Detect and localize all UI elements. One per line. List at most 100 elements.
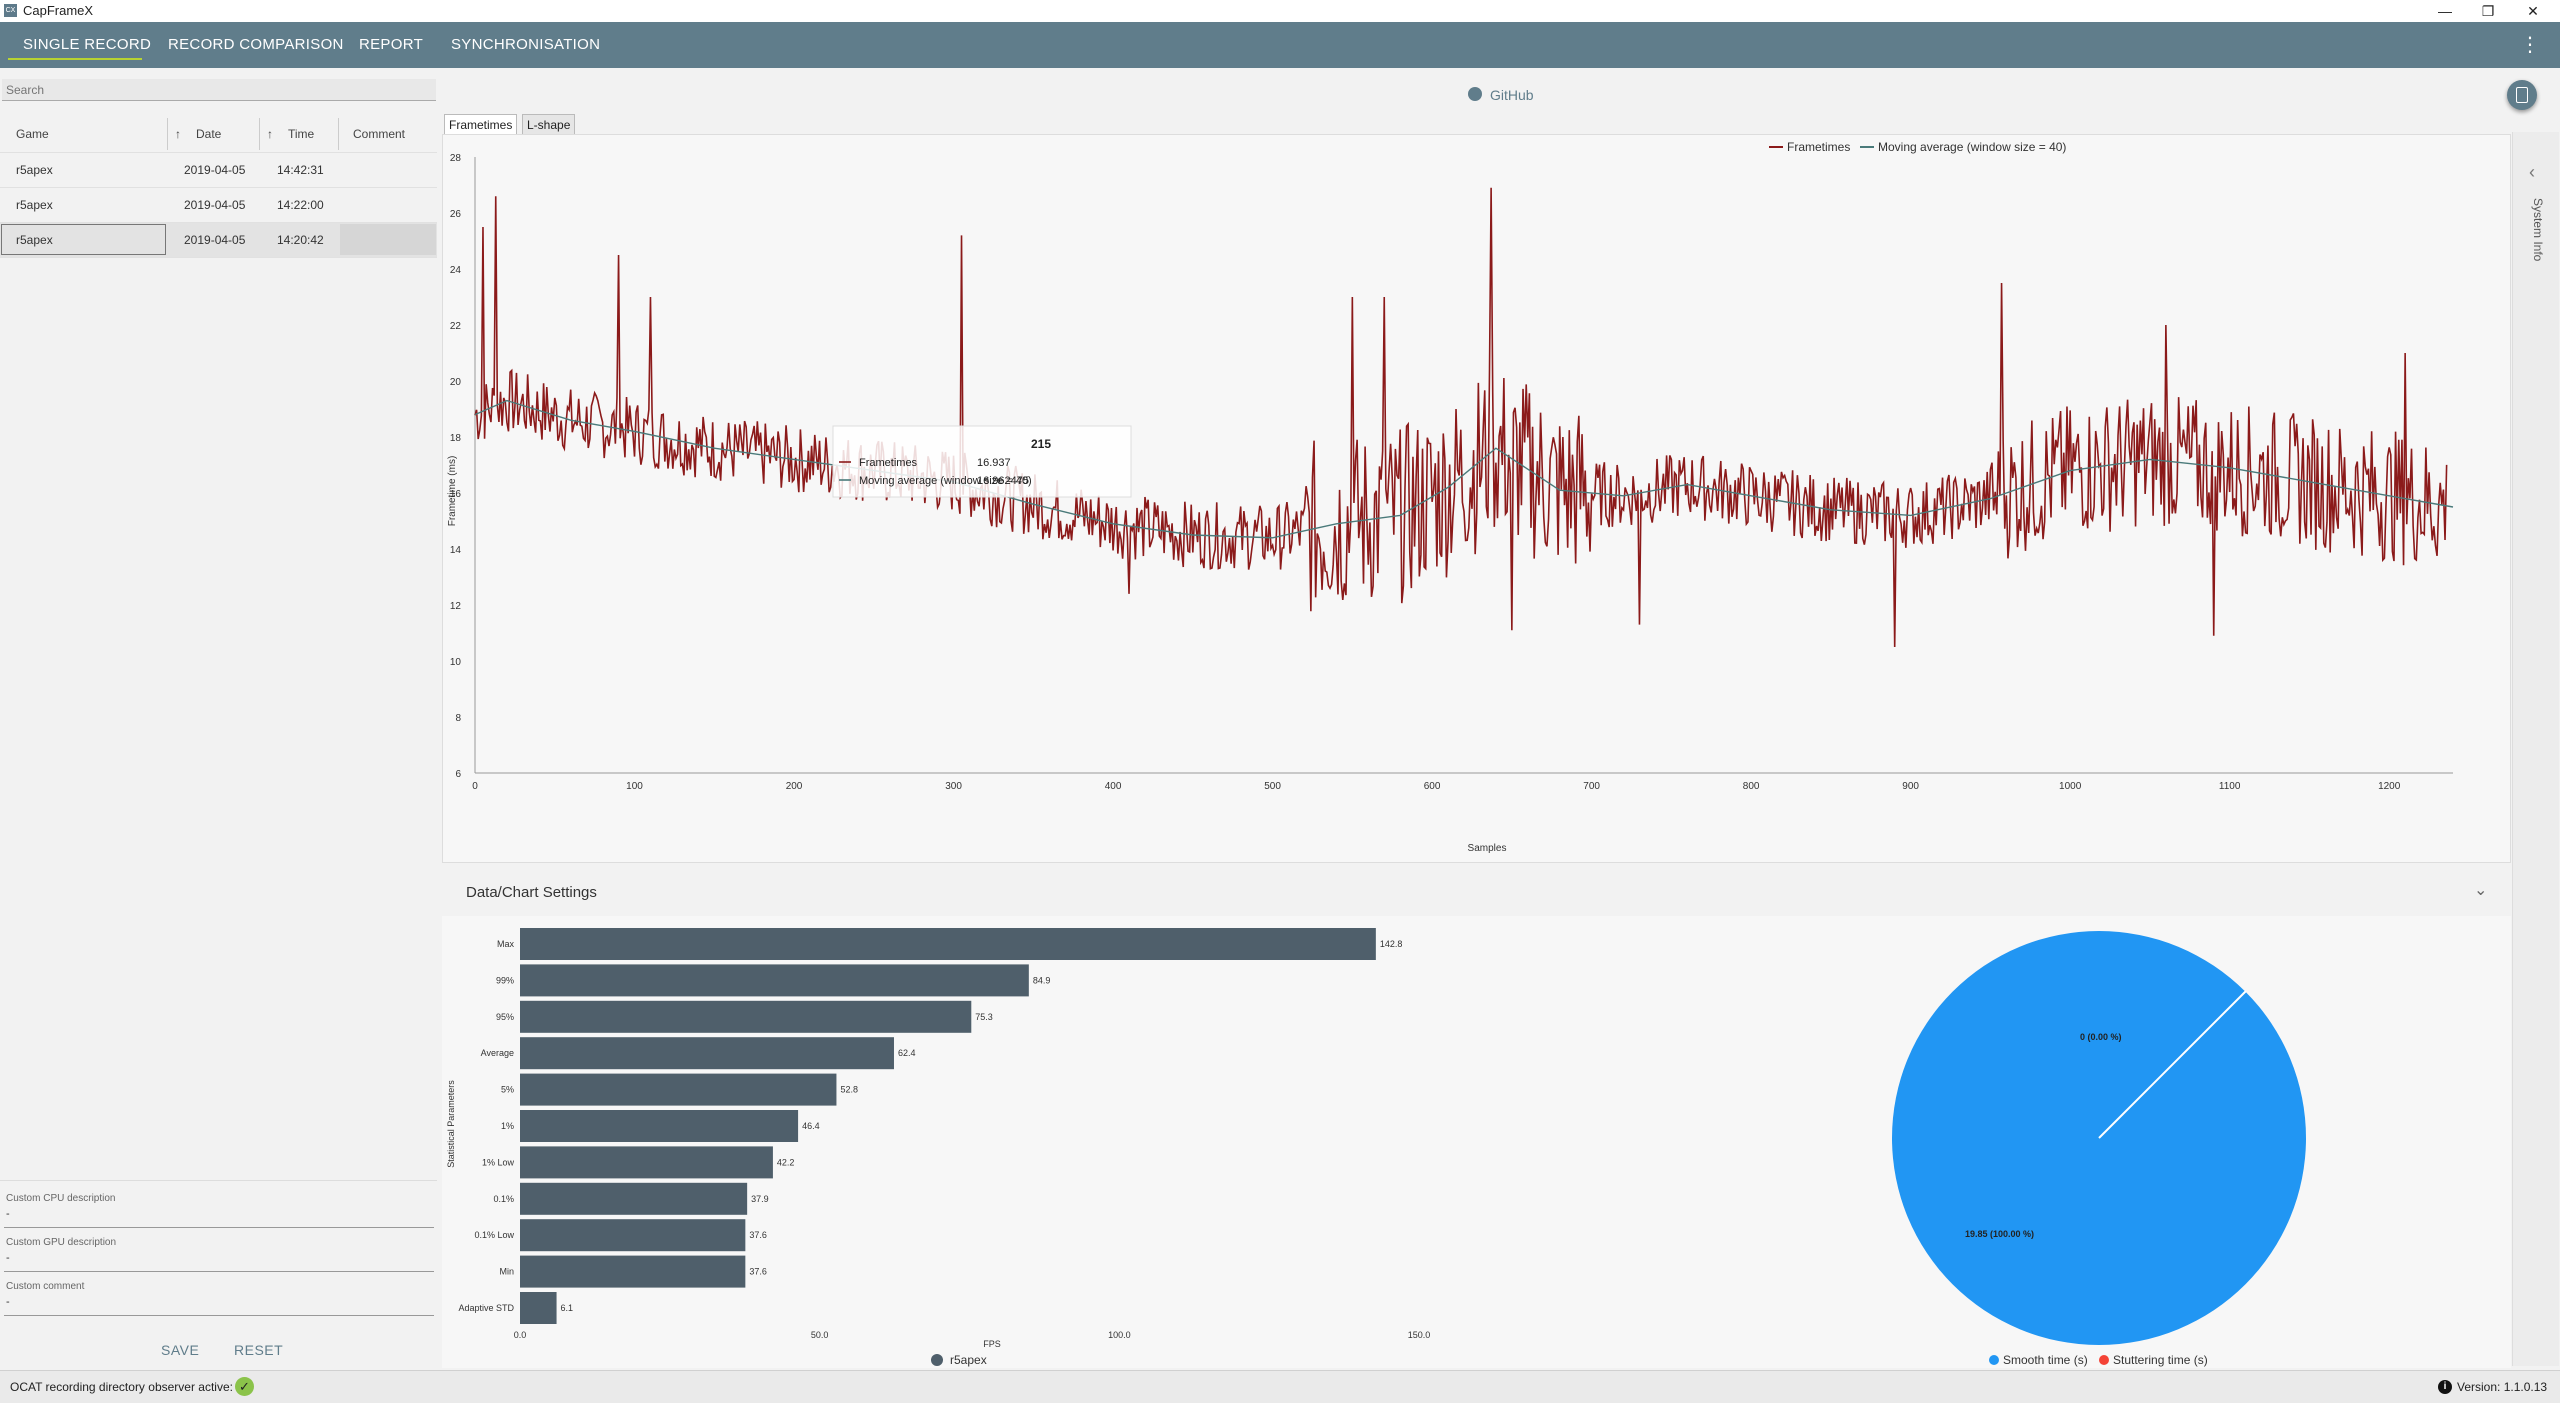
y-tick-label: 20	[450, 377, 462, 388]
x-tick-label: 300	[945, 781, 962, 792]
bar	[520, 1219, 746, 1252]
bar	[520, 964, 1029, 997]
x-tick-label: 1100	[2219, 781, 2241, 792]
legend-r5apex: r5apex	[950, 1353, 987, 1367]
table-row[interactable]: r5apex 2019-04-05 14:42:31	[0, 153, 437, 187]
bar	[520, 1146, 773, 1179]
pie-label-smooth: 19.85 (100.00 %)	[1965, 1229, 2034, 1239]
y-tick-label: 6	[455, 769, 461, 780]
tab-frametimes[interactable]: Frametimes	[444, 114, 518, 136]
bar-category-label: Min	[499, 1267, 514, 1277]
app-logo-icon: CX	[4, 4, 17, 17]
column-divider	[167, 118, 168, 150]
custom-comment-field[interactable]: -	[6, 1296, 10, 1308]
tab-l-shape[interactable]: L-shape	[522, 114, 576, 136]
column-header-game[interactable]: Game	[16, 127, 49, 141]
github-link[interactable]: GitHub	[1490, 87, 1534, 103]
series-frametimes	[474, 187, 2448, 648]
bar	[520, 1182, 748, 1215]
cell-date: 2019-04-05	[184, 198, 246, 212]
field-underline	[4, 1315, 434, 1316]
close-icon[interactable]: ✕	[2527, 3, 2539, 19]
info-icon[interactable]: i	[2438, 1380, 2452, 1394]
main-nav: SINGLE RECORD RECORD COMPARISON REPORT S…	[0, 22, 2560, 68]
bar-value-label: 75.3	[975, 1012, 993, 1022]
gpu-description-label: Custom GPU description	[6, 1237, 117, 1248]
pie-label-stuttering: 0 (0.00 %)	[2080, 1032, 2122, 1042]
status-bar: OCAT recording directory observer active…	[0, 1370, 2560, 1403]
gpu-description-field[interactable]: -	[6, 1252, 10, 1264]
settings-title: Data/Chart Settings	[466, 884, 597, 901]
version-label: Version: 1.1.0.13	[2457, 1380, 2548, 1394]
bar-value-label: 62.4	[898, 1048, 916, 1058]
tab-synchronisation[interactable]: SYNCHRONISATION	[451, 36, 601, 53]
column-header-time[interactable]: Time	[288, 127, 315, 141]
y-tick-label: 12	[450, 601, 462, 612]
cpu-description-label: Custom CPU description	[6, 1193, 116, 1204]
tab-report[interactable]: REPORT	[359, 36, 424, 53]
save-button[interactable]: SAVE	[161, 1342, 200, 1358]
custom-comment-label: Custom comment	[6, 1281, 85, 1292]
bar-category-label: 99%	[496, 975, 514, 985]
table-row[interactable]: r5apex 2019-04-05 14:22:00	[0, 188, 437, 222]
legend-frametimes: Frametimes	[1787, 140, 1850, 154]
restore-icon[interactable]: ❐	[2481, 3, 2495, 19]
y-tick-label: 26	[450, 209, 462, 220]
cell-time: 14:42:31	[277, 163, 324, 177]
clipboard-icon	[2516, 87, 2528, 103]
chevron-down-icon[interactable]: ⌄	[2474, 882, 2488, 899]
tab-single-record[interactable]: SINGLE RECORD	[23, 36, 152, 53]
bar	[520, 1110, 799, 1142]
search-input[interactable]	[2, 79, 436, 101]
data-chart-settings-expander[interactable]: Data/Chart Settings ⌄	[442, 872, 2511, 912]
reset-button[interactable]: RESET	[234, 1342, 284, 1358]
x-axis-label: Samples	[1468, 843, 1507, 854]
screenshot-button[interactable]	[2507, 80, 2537, 110]
x-tick-label: 0	[472, 781, 478, 792]
tab-record-comparison[interactable]: RECORD COMPARISON	[168, 36, 344, 53]
system-info-drawer[interactable]: ‹ System Info	[2512, 132, 2559, 1366]
bar-value-label: 37.6	[749, 1267, 767, 1277]
bar-x-tick-label: 150.0	[1408, 1330, 1431, 1340]
bar-value-label: 6.1	[561, 1303, 574, 1313]
observer-status-text: OCAT recording directory observer active…	[10, 1380, 233, 1394]
stutter-pie-chart[interactable]: 0 (0.00 %) 19.85 (100.00 %) Smooth time …	[1542, 916, 2502, 1368]
bar-category-label: 1% Low	[482, 1157, 515, 1167]
bar-category-label: 95%	[496, 1012, 514, 1022]
tooltip-label-frametimes: Frametimes	[859, 457, 918, 469]
table-row-selected[interactable]: r5apex 2019-04-05 14:20:42	[0, 223, 437, 257]
bar	[520, 928, 1376, 960]
bar-value-label: 52.8	[840, 1085, 858, 1095]
statistics-bar-chart[interactable]: Max 142.8 99% 84.9 95% 75.3 Average 62.4 5% 52.8 1…	[442, 916, 1542, 1368]
table-header-divider	[0, 152, 437, 153]
selected-cell-outline	[1, 224, 166, 255]
cpu-description-field[interactable]: -	[6, 1208, 10, 1220]
chart-legend: Frametimes Moving average (window size =…	[1769, 140, 2066, 154]
x-tick-label: 500	[1264, 781, 1281, 792]
minimize-icon[interactable]: —	[2438, 3, 2452, 19]
chevron-left-icon[interactable]: ‹	[2529, 162, 2535, 182]
custom-divider	[0, 1180, 437, 1181]
bar-category-label: Average	[481, 1048, 514, 1058]
bar-category-label: 0.1% Low	[474, 1230, 514, 1240]
legend-moving-average: Moving average (window size = 40)	[1878, 140, 2066, 154]
bar-category-label: 1%	[501, 1121, 514, 1131]
column-header-comment[interactable]: Comment	[353, 127, 406, 141]
x-tick-label: 1000	[2059, 781, 2082, 792]
check-icon: ✓	[235, 1377, 254, 1396]
column-header-date[interactable]: Date	[196, 127, 222, 141]
x-tick-label: 400	[1105, 781, 1122, 792]
frametime-chart[interactable]: 6 8 10 12 14 16 18 20 22 24 26 28 0 100 200 300 400 500 60…	[443, 135, 2510, 862]
y-tick-label: 24	[450, 265, 462, 276]
bar-value-label: 42.2	[777, 1157, 795, 1167]
column-divider	[338, 118, 339, 150]
y-axis-label: Frametime (ms)	[447, 456, 458, 527]
pie-slice-stuttering	[2098, 990, 2247, 1139]
github-icon[interactable]	[1468, 87, 1482, 101]
more-menu-icon[interactable]: ⋮	[2520, 34, 2540, 56]
tooltip-value-frametimes: 16.937	[977, 457, 1011, 469]
cell-comment[interactable]	[340, 224, 436, 255]
bar	[520, 1000, 972, 1033]
tooltip-value-moving-average: 16.962475	[977, 475, 1029, 487]
window-title: CapFrameX	[23, 3, 94, 18]
